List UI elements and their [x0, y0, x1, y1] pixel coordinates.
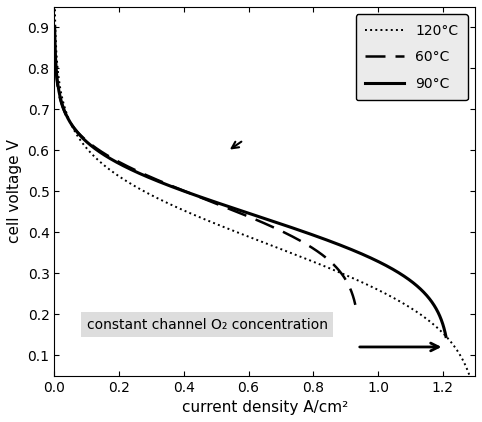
90°C	[210, 199, 216, 204]
120°C	[466, 370, 471, 375]
X-axis label: current density A/cm²: current density A/cm²	[182, 400, 348, 415]
60°C	[174, 185, 179, 190]
Line: 60°C: 60°C	[54, 37, 355, 305]
120°C	[256, 238, 262, 243]
90°C	[92, 146, 97, 151]
90°C	[224, 203, 230, 208]
90°C	[443, 334, 449, 339]
60°C	[258, 219, 264, 225]
90°C	[357, 251, 362, 256]
90°C	[321, 236, 326, 241]
60°C	[286, 232, 292, 237]
120°C	[122, 178, 128, 183]
120°C	[467, 373, 472, 378]
120°C	[308, 258, 314, 263]
90°C	[364, 254, 370, 259]
60°C	[184, 189, 190, 195]
Line: 120°C: 120°C	[54, 0, 469, 375]
Y-axis label: cell voltage V: cell voltage V	[7, 139, 22, 243]
60°C	[292, 235, 297, 240]
90°C	[52, 25, 57, 30]
Legend: 120°C, 60°C, 90°C: 120°C, 60°C, 90°C	[356, 14, 468, 100]
60°C	[52, 34, 57, 39]
Line: 90°C: 90°C	[54, 27, 446, 336]
120°C	[279, 247, 285, 252]
Text: constant channel O₂ concentration: constant channel O₂ concentration	[87, 317, 328, 332]
120°C	[457, 353, 463, 358]
60°C	[352, 302, 358, 307]
60°C	[82, 137, 88, 142]
